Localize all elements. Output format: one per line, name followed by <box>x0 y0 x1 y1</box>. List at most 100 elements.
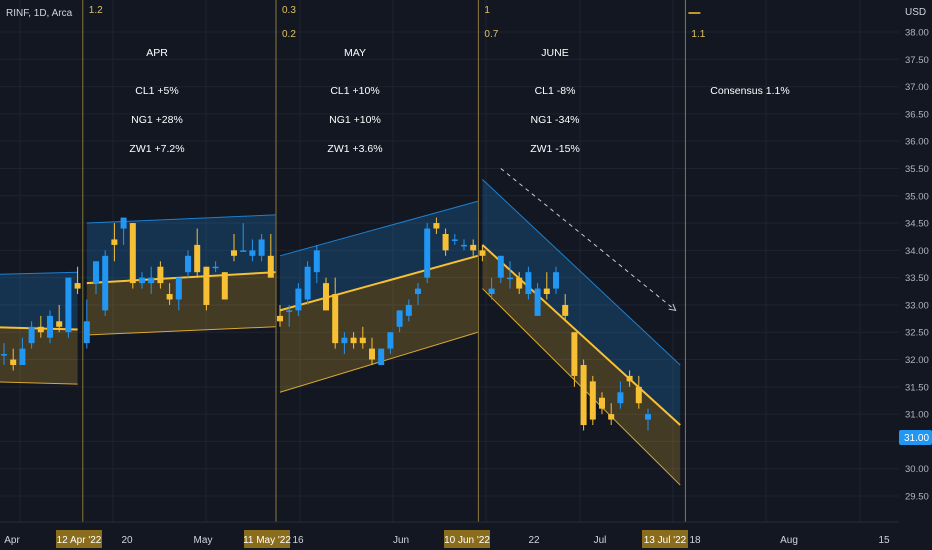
y-tick-label: 29.50 <box>905 492 929 503</box>
candle[interactable] <box>212 266 219 269</box>
candle[interactable] <box>534 288 541 316</box>
period-stat: Consensus 1.1% <box>710 85 789 97</box>
candle[interactable] <box>341 337 348 344</box>
candle[interactable] <box>304 266 311 300</box>
candle[interactable] <box>148 277 155 284</box>
candle[interactable] <box>10 359 17 365</box>
candle[interactable] <box>433 223 440 229</box>
candle[interactable] <box>203 266 210 305</box>
marker-bottom-value: 0.2 <box>282 29 296 40</box>
candle[interactable] <box>516 277 523 289</box>
candle[interactable] <box>185 255 191 273</box>
candle[interactable] <box>19 348 26 365</box>
candle[interactable] <box>83 321 90 344</box>
date-badge-label: 10 Jun '22 <box>444 535 490 546</box>
x-tick-label: May <box>194 535 213 546</box>
candle[interactable] <box>111 239 118 245</box>
april_channel-lower-zone <box>0 327 78 385</box>
period-dividers <box>82 0 686 522</box>
candle[interactable] <box>277 315 283 322</box>
candle[interactable] <box>470 244 477 251</box>
candle[interactable] <box>543 288 550 295</box>
candle[interactable] <box>451 239 458 241</box>
candle[interactable] <box>139 277 145 284</box>
date-badge <box>56 530 102 548</box>
candle[interactable] <box>608 414 615 420</box>
candle[interactable] <box>599 397 605 409</box>
candle[interactable] <box>102 255 109 311</box>
y-tick-label: 36.00 <box>905 137 929 148</box>
candle[interactable] <box>571 332 578 376</box>
candle[interactable] <box>525 272 532 295</box>
date-badge <box>642 530 688 548</box>
candle[interactable] <box>28 326 35 344</box>
candle[interactable] <box>240 250 247 252</box>
candle[interactable] <box>166 294 173 300</box>
y-tick-label: 34.50 <box>905 219 929 230</box>
may_june_channel-mid-line <box>279 254 479 312</box>
candle[interactable] <box>350 337 357 344</box>
candle[interactable] <box>258 239 265 256</box>
candle[interactable] <box>387 332 394 349</box>
candle[interactable] <box>120 217 127 229</box>
candle[interactable] <box>286 310 293 312</box>
candle[interactable] <box>617 392 624 404</box>
candle[interactable] <box>65 277 72 333</box>
candle[interactable] <box>194 244 201 273</box>
candle[interactable] <box>221 272 228 300</box>
period-title: JUNE <box>541 47 568 59</box>
annotations-layer: 1.2 0.3 0.2 1 0.7 1.1 APR CL1 +5% NG1 +28% ZW1 +7… <box>89 5 790 155</box>
candle[interactable] <box>93 261 99 284</box>
candle[interactable] <box>479 250 486 256</box>
period-stat: NG1 -34% <box>530 114 579 126</box>
candle[interactable] <box>369 348 375 360</box>
candle[interactable] <box>157 266 164 284</box>
candle[interactable] <box>580 364 587 426</box>
candle[interactable] <box>626 375 633 382</box>
candle[interactable] <box>313 250 320 273</box>
candle[interactable] <box>497 255 504 278</box>
candle[interactable] <box>323 283 329 311</box>
candle[interactable] <box>442 233 449 251</box>
x-tick-label: 16 <box>292 535 304 546</box>
candle[interactable] <box>249 250 256 256</box>
candle[interactable] <box>175 277 182 300</box>
candle[interactable] <box>56 321 63 327</box>
candle[interactable] <box>359 337 366 344</box>
candle[interactable] <box>37 326 44 333</box>
candle[interactable] <box>267 255 274 278</box>
june_july_channel-upper-line <box>482 179 681 366</box>
period-title: APR <box>146 47 168 59</box>
candle[interactable] <box>1 354 7 356</box>
candle[interactable] <box>415 288 421 295</box>
marker-top-value: 0.3 <box>282 5 296 16</box>
candle[interactable] <box>488 288 495 295</box>
candle[interactable] <box>396 310 403 327</box>
candle[interactable] <box>461 244 467 247</box>
price-scale[interactable]: 29.5030.0030.5031.0031.5032.0032.5033.00… <box>905 28 929 503</box>
may_june_channel-upper-line <box>279 200 478 257</box>
candle[interactable] <box>589 381 596 420</box>
may_june_channel-upper-zone <box>280 201 478 311</box>
last-price-label: 31.00 <box>904 433 929 444</box>
candle[interactable] <box>645 414 651 420</box>
symbol-title[interactable]: RINF, 1D, Arca <box>6 8 73 19</box>
candle[interactable] <box>424 228 431 278</box>
candle[interactable] <box>231 250 237 256</box>
candle[interactable] <box>332 294 339 344</box>
marker-top-value: 1.2 <box>89 5 103 16</box>
candle[interactable] <box>405 304 412 316</box>
candle[interactable] <box>562 304 569 316</box>
candle[interactable] <box>74 283 81 289</box>
candle[interactable] <box>47 315 53 338</box>
candle[interactable] <box>507 277 513 280</box>
candle[interactable] <box>378 348 385 365</box>
april_channel-lower-line <box>0 381 78 385</box>
candle[interactable] <box>129 223 136 284</box>
candle[interactable] <box>295 288 302 311</box>
candle[interactable] <box>553 272 559 289</box>
time-scale[interactable]: Apr 20 May 16 Jun 22 Jul 18 Aug 15 12 Apr '22 11 Ma… <box>4 530 890 548</box>
candles-layer[interactable] <box>1 217 651 431</box>
candle[interactable] <box>635 386 642 404</box>
